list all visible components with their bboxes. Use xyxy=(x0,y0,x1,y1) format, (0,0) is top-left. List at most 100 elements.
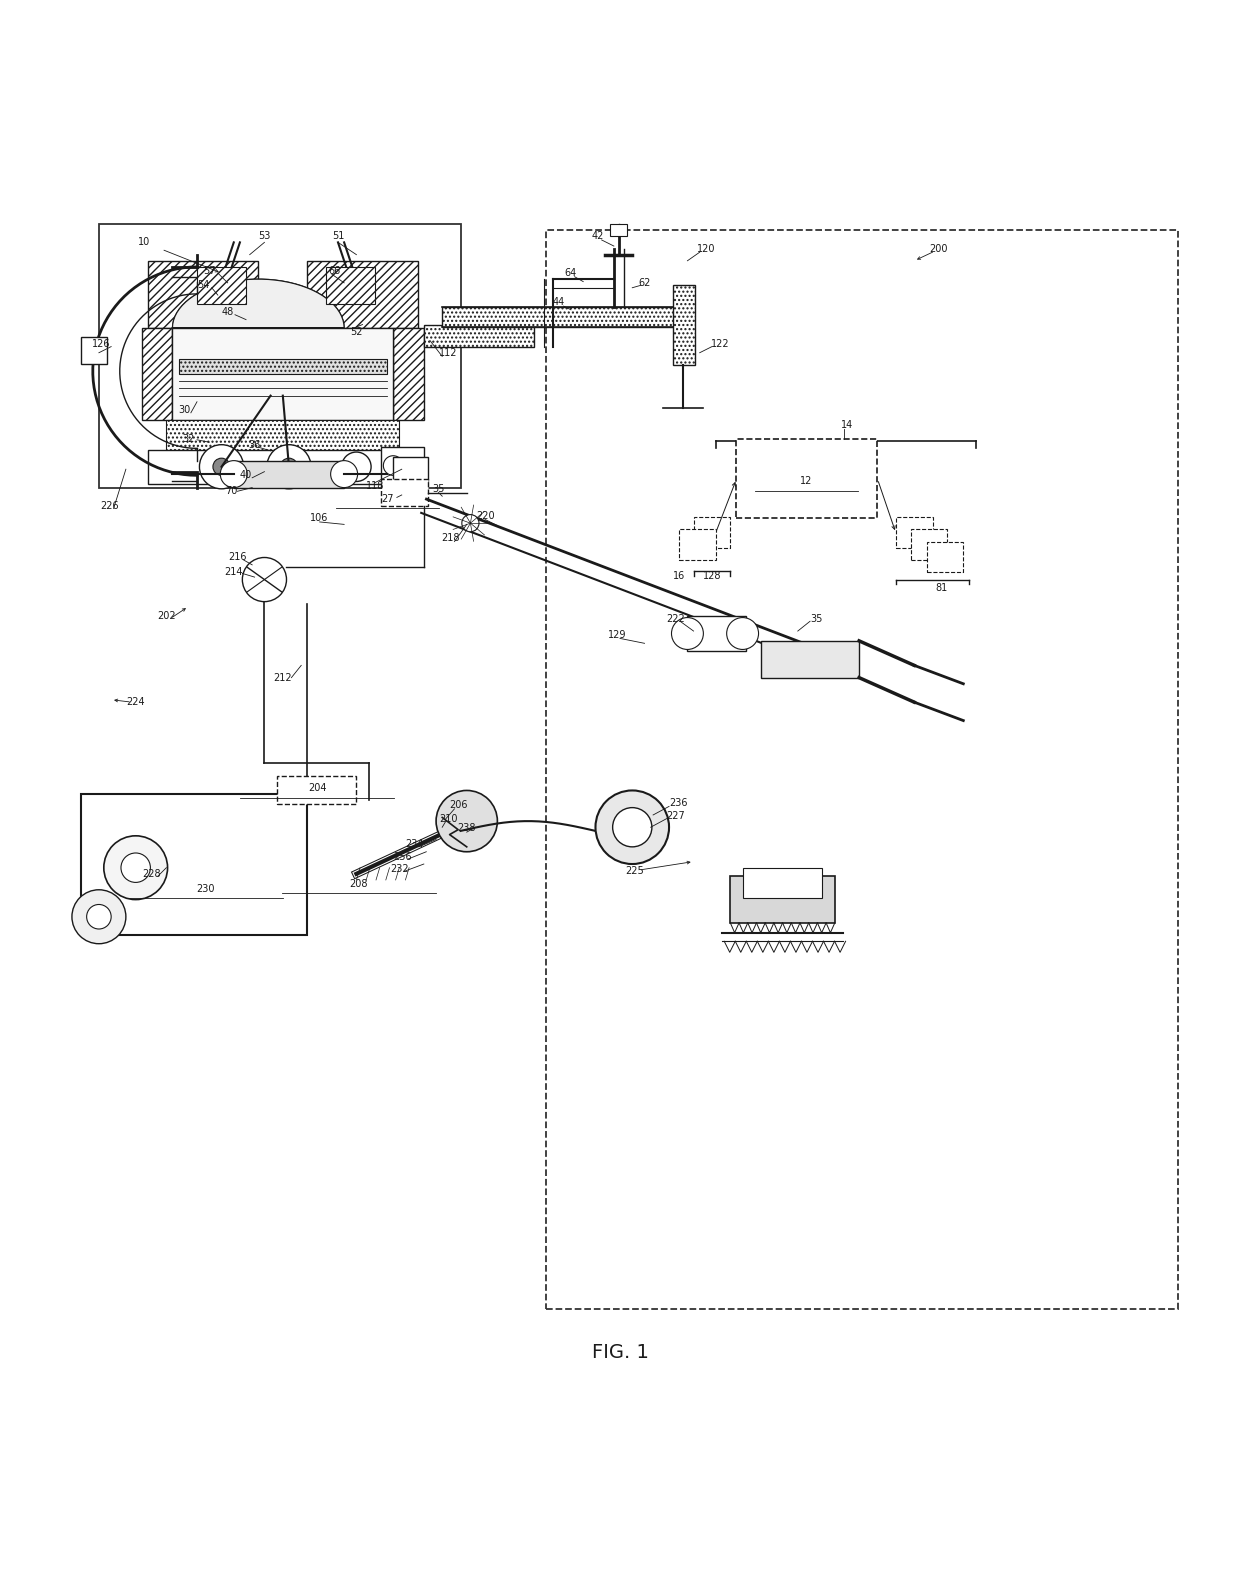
Bar xyxy=(393,328,424,421)
Bar xyxy=(234,460,345,487)
Bar xyxy=(926,542,963,572)
Bar xyxy=(910,530,947,559)
Circle shape xyxy=(221,460,247,487)
Text: 204: 204 xyxy=(308,783,326,793)
Text: 118: 118 xyxy=(366,481,384,492)
Bar xyxy=(141,328,172,421)
Text: 224: 224 xyxy=(126,697,145,708)
Text: FIG. 1: FIG. 1 xyxy=(591,1343,649,1362)
Text: 27: 27 xyxy=(381,493,393,504)
Bar xyxy=(166,421,399,451)
Text: 236: 236 xyxy=(670,797,688,808)
Bar xyxy=(172,328,393,421)
Text: 225: 225 xyxy=(625,867,644,876)
Text: 220: 220 xyxy=(476,511,495,520)
Text: 62: 62 xyxy=(639,277,651,288)
Text: 200: 200 xyxy=(930,244,949,254)
Text: 52: 52 xyxy=(350,326,362,337)
Text: 36: 36 xyxy=(248,440,260,449)
Bar xyxy=(737,438,878,519)
Bar xyxy=(381,448,424,484)
Text: 12: 12 xyxy=(800,476,812,487)
Text: 214: 214 xyxy=(224,567,243,577)
Text: 122: 122 xyxy=(712,339,730,350)
Polygon shape xyxy=(172,279,345,328)
Bar xyxy=(148,260,258,328)
Circle shape xyxy=(87,905,112,928)
Bar xyxy=(381,479,428,506)
Circle shape xyxy=(343,269,362,288)
Circle shape xyxy=(672,618,703,649)
Bar xyxy=(743,868,822,898)
Circle shape xyxy=(331,460,357,487)
Text: 226: 226 xyxy=(100,501,119,511)
Circle shape xyxy=(280,459,298,476)
Text: 234: 234 xyxy=(404,840,423,849)
Circle shape xyxy=(213,459,231,476)
Text: 44: 44 xyxy=(553,298,564,307)
Text: 40: 40 xyxy=(239,470,252,481)
Circle shape xyxy=(104,835,167,900)
Circle shape xyxy=(200,444,243,489)
Text: 210: 210 xyxy=(439,813,458,824)
Text: 30: 30 xyxy=(179,405,191,416)
Bar xyxy=(393,457,428,482)
Circle shape xyxy=(122,853,150,883)
Circle shape xyxy=(383,455,403,476)
Text: 70: 70 xyxy=(226,487,238,496)
Text: 48: 48 xyxy=(222,307,234,317)
Text: 208: 208 xyxy=(350,879,368,889)
Bar xyxy=(443,307,675,326)
Bar xyxy=(678,530,715,559)
Text: 42: 42 xyxy=(591,232,604,241)
Text: 66: 66 xyxy=(329,266,341,276)
Circle shape xyxy=(242,558,286,602)
Circle shape xyxy=(461,515,479,531)
Bar xyxy=(326,266,374,304)
Text: 206: 206 xyxy=(449,801,467,810)
Text: 218: 218 xyxy=(441,533,460,542)
Bar xyxy=(99,224,460,487)
Text: 238: 238 xyxy=(458,824,476,834)
Circle shape xyxy=(436,791,497,851)
Text: 232: 232 xyxy=(391,864,409,875)
Bar xyxy=(673,285,694,366)
Text: 228: 228 xyxy=(143,868,161,879)
Text: 256: 256 xyxy=(393,851,412,862)
Text: 10: 10 xyxy=(138,238,150,247)
Text: 120: 120 xyxy=(697,244,715,254)
Text: 212: 212 xyxy=(274,673,293,682)
Bar xyxy=(610,224,627,236)
Text: 126: 126 xyxy=(92,339,110,350)
Bar xyxy=(730,876,835,924)
Text: 16: 16 xyxy=(673,571,684,582)
Text: 129: 129 xyxy=(609,630,626,640)
Text: 35: 35 xyxy=(433,484,445,493)
Bar xyxy=(547,230,1178,1310)
Bar xyxy=(179,359,387,374)
Circle shape xyxy=(215,269,234,288)
Bar xyxy=(424,325,534,347)
Text: 216: 216 xyxy=(228,553,247,563)
Text: 53: 53 xyxy=(258,232,270,241)
Text: 81: 81 xyxy=(935,583,947,593)
Bar xyxy=(308,260,418,328)
Circle shape xyxy=(342,452,371,482)
Bar xyxy=(895,517,932,548)
Text: 64: 64 xyxy=(565,268,577,277)
Text: 222: 222 xyxy=(666,613,684,624)
Text: 128: 128 xyxy=(703,571,722,582)
Bar xyxy=(687,616,746,651)
Bar xyxy=(81,337,108,364)
Text: 230: 230 xyxy=(196,884,215,894)
Text: 106: 106 xyxy=(310,514,329,523)
Text: 14: 14 xyxy=(841,421,853,430)
Text: 32: 32 xyxy=(182,433,195,443)
Circle shape xyxy=(613,807,652,846)
Text: 202: 202 xyxy=(157,611,176,621)
Bar xyxy=(761,641,859,678)
Text: 54: 54 xyxy=(197,281,210,290)
Text: 227: 227 xyxy=(666,812,684,821)
Text: 35: 35 xyxy=(810,613,822,624)
Bar xyxy=(693,517,730,548)
